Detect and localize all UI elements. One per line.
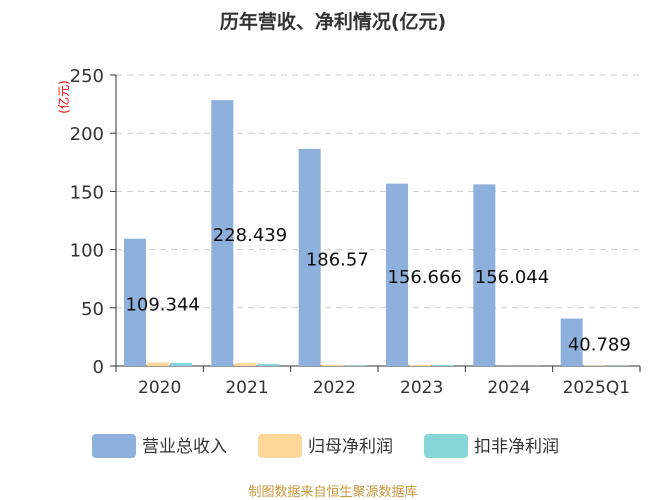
bar-0 [298, 148, 321, 366]
bar-2 [257, 363, 280, 366]
data-label: 228.439 [213, 225, 287, 246]
footer-source: 制图数据来自恒生聚源数据库 [248, 484, 417, 500]
legend-swatch [258, 434, 302, 458]
data-label: 156.666 [387, 267, 461, 288]
y-tick-label: 0 [93, 357, 104, 378]
data-label: 186.57 [306, 249, 369, 270]
chart-title: 历年营收、净利情况(亿元) [220, 10, 446, 33]
x-tick-label: 2024 [487, 378, 530, 398]
legend-swatch [92, 434, 136, 458]
legend-label: 扣非净利润 [474, 437, 559, 457]
bar-0 [211, 100, 234, 367]
legend-label: 营业总收入 [142, 437, 227, 457]
bar-1 [147, 362, 169, 366]
y-tick-label: 50 [81, 299, 104, 320]
x-tick-label: 2023 [400, 378, 443, 398]
bar-2 [432, 365, 454, 366]
bar-2 [170, 362, 192, 366]
bar-0 [124, 238, 146, 366]
legend-label: 归母净利润 [308, 437, 393, 457]
data-label: 109.344 [125, 294, 199, 315]
bar-1 [234, 363, 257, 366]
bar-0 [386, 183, 408, 366]
bar-0 [560, 318, 583, 366]
x-tick-label: 2021 [225, 378, 268, 398]
y-tick-label: 100 [70, 241, 104, 262]
bar-0 [473, 184, 496, 366]
y-tick-label: 200 [70, 124, 104, 145]
x-tick-label: 2022 [313, 378, 356, 398]
bar-1 [409, 365, 431, 366]
x-tick-label: 2025Q1 [563, 378, 630, 398]
data-label: 40.789 [568, 334, 631, 355]
data-label: 156.044 [475, 267, 549, 288]
legend-swatch [424, 434, 468, 458]
x-tick-label: 2020 [138, 378, 181, 398]
y-tick-label: 150 [70, 182, 104, 203]
bar-1 [321, 365, 344, 366]
y-axis-label: (亿元) [56, 80, 71, 113]
y-tick-label: 250 [70, 66, 104, 87]
